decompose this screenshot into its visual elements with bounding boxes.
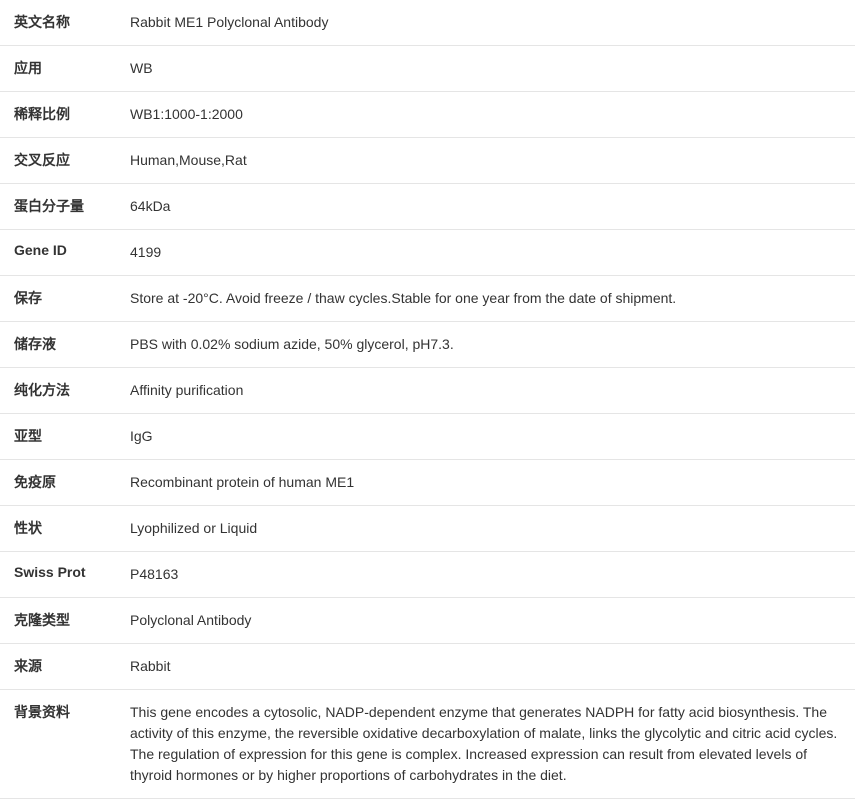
spec-label: 来源: [0, 644, 120, 690]
spec-label: Gene ID: [0, 230, 120, 276]
spec-label: 纯化方法: [0, 368, 120, 414]
spec-value: Rabbit: [120, 644, 855, 690]
spec-label: 应用: [0, 46, 120, 92]
spec-label: 性状: [0, 506, 120, 552]
spec-label: 亚型: [0, 414, 120, 460]
spec-value: Affinity purification: [120, 368, 855, 414]
spec-row: 背景资料 This gene encodes a cytosolic, NADP…: [0, 690, 855, 799]
spec-label: 克隆类型: [0, 598, 120, 644]
spec-value: Store at -20°C. Avoid freeze / thaw cycl…: [120, 276, 855, 322]
spec-row: 亚型 IgG: [0, 414, 855, 460]
spec-label: 背景资料: [0, 690, 120, 799]
spec-label: 英文名称: [0, 0, 120, 46]
spec-row: 储存液 PBS with 0.02% sodium azide, 50% gly…: [0, 322, 855, 368]
spec-label: 蛋白分子量: [0, 184, 120, 230]
spec-row: 稀释比例 WB1:1000-1:2000: [0, 92, 855, 138]
spec-value: Polyclonal Antibody: [120, 598, 855, 644]
spec-label: 稀释比例: [0, 92, 120, 138]
spec-label: 免疫原: [0, 460, 120, 506]
spec-label: Swiss Prot: [0, 552, 120, 598]
spec-row: 交叉反应 Human,Mouse,Rat: [0, 138, 855, 184]
spec-row: 克隆类型 Polyclonal Antibody: [0, 598, 855, 644]
spec-value: WB1:1000-1:2000: [120, 92, 855, 138]
spec-value: IgG: [120, 414, 855, 460]
spec-row: 来源 Rabbit: [0, 644, 855, 690]
spec-value: PBS with 0.02% sodium azide, 50% glycero…: [120, 322, 855, 368]
spec-value: WB: [120, 46, 855, 92]
spec-table-body: 英文名称 Rabbit ME1 Polyclonal Antibody 应用 W…: [0, 0, 855, 799]
spec-row: 应用 WB: [0, 46, 855, 92]
spec-value: 64kDa: [120, 184, 855, 230]
spec-value: 4199: [120, 230, 855, 276]
spec-label: 保存: [0, 276, 120, 322]
spec-row: 纯化方法 Affinity purification: [0, 368, 855, 414]
spec-row: 免疫原 Recombinant protein of human ME1: [0, 460, 855, 506]
spec-row: 英文名称 Rabbit ME1 Polyclonal Antibody: [0, 0, 855, 46]
spec-label: 储存液: [0, 322, 120, 368]
spec-value: P48163: [120, 552, 855, 598]
spec-row: 性状 Lyophilized or Liquid: [0, 506, 855, 552]
product-spec-table: 英文名称 Rabbit ME1 Polyclonal Antibody 应用 W…: [0, 0, 855, 799]
spec-row: 保存 Store at -20°C. Avoid freeze / thaw c…: [0, 276, 855, 322]
spec-value: Lyophilized or Liquid: [120, 506, 855, 552]
spec-value: Human,Mouse,Rat: [120, 138, 855, 184]
spec-label: 交叉反应: [0, 138, 120, 184]
spec-value: This gene encodes a cytosolic, NADP-depe…: [120, 690, 855, 799]
spec-value: Recombinant protein of human ME1: [120, 460, 855, 506]
spec-row: 蛋白分子量 64kDa: [0, 184, 855, 230]
spec-value: Rabbit ME1 Polyclonal Antibody: [120, 0, 855, 46]
spec-row: Swiss Prot P48163: [0, 552, 855, 598]
spec-row: Gene ID 4199: [0, 230, 855, 276]
